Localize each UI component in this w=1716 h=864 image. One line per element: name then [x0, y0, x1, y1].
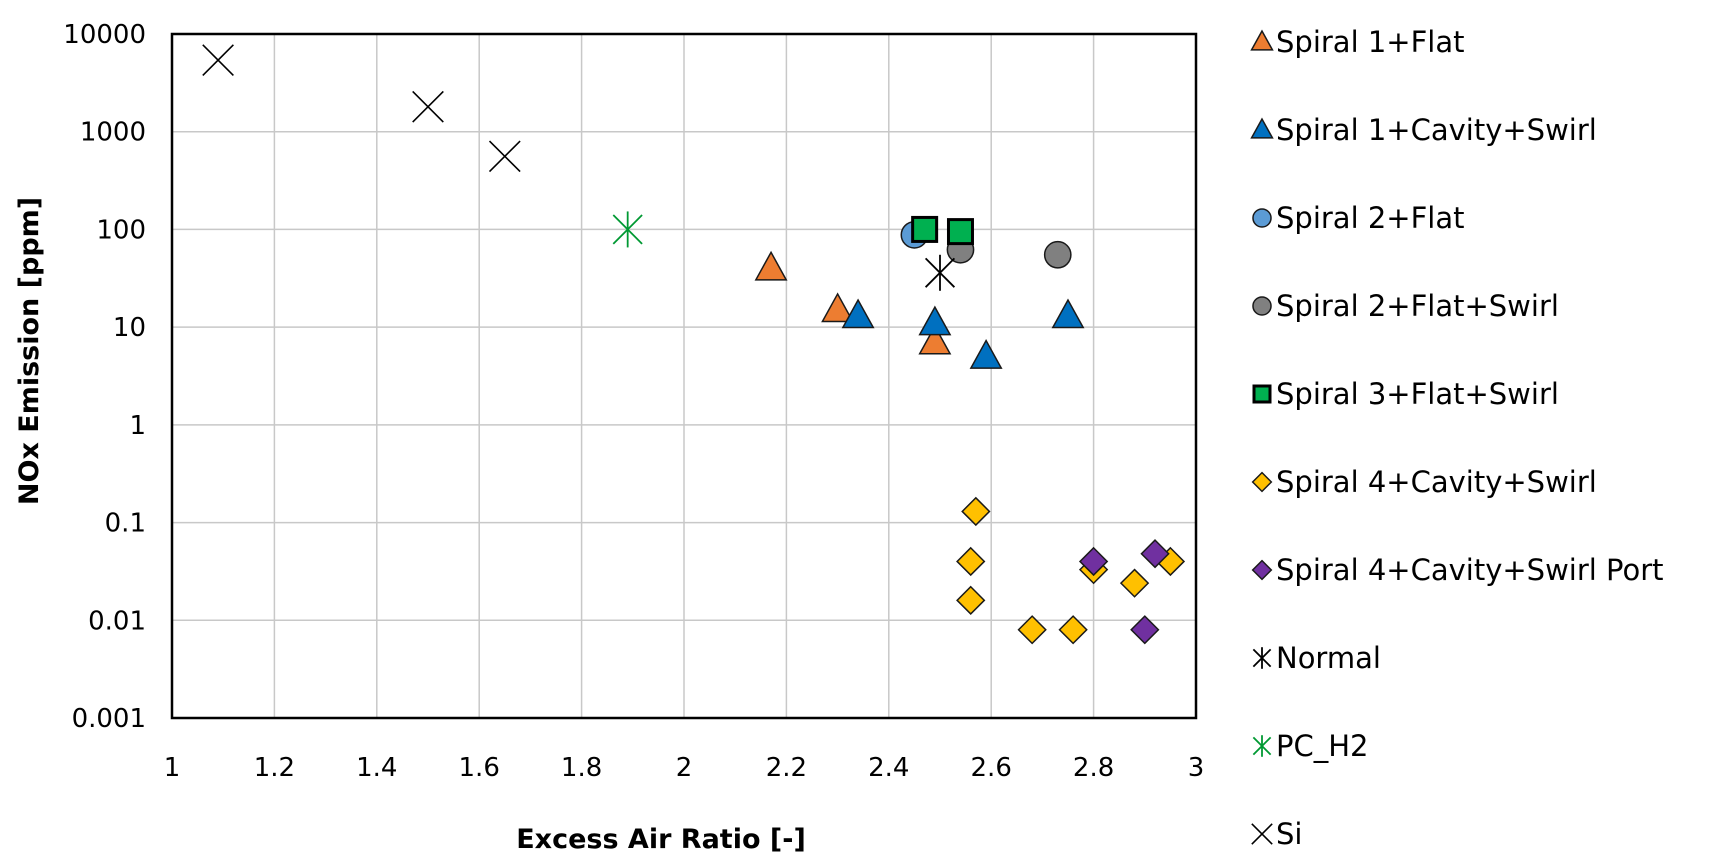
- x-tick-label: 1: [164, 753, 181, 783]
- legend-label: Spiral 1+Flat: [1276, 25, 1464, 59]
- legend-marker: [1252, 384, 1272, 404]
- data-point: [956, 546, 986, 577]
- legend-marker: [1250, 29, 1274, 51]
- data-point: [488, 140, 521, 173]
- data-point: [1051, 298, 1085, 329]
- legend-item: Spiral 4+Cavity+Swirl Port: [1251, 553, 1664, 587]
- x-axis-tick-labels: 1 1.2 1.4 1.6 1.8 2 2.2 2.4 2.6 2.8 3: [164, 753, 1205, 783]
- y-tick-label: 100: [96, 215, 146, 245]
- y-tick-label: 0.01: [88, 606, 146, 636]
- x-tick-label: 2.6: [971, 753, 1012, 783]
- y-tick-label: 10000: [63, 20, 146, 50]
- legend-label: Spiral 4+Cavity+Swirl: [1276, 465, 1597, 499]
- data-point: [754, 250, 788, 281]
- y-tick-label: 1: [129, 411, 146, 441]
- x-tick-label: 1.2: [254, 753, 295, 783]
- x-tick-label: 2.2: [766, 753, 807, 783]
- data-point: [1130, 615, 1160, 645]
- legend-item: Spiral 2+Flat+Swirl: [1252, 289, 1559, 323]
- legend-marker: [1252, 735, 1272, 757]
- data-point: [1043, 240, 1072, 269]
- x-tick-label: 1.4: [356, 753, 397, 783]
- legend-item: PC_H2: [1252, 729, 1369, 763]
- legend-item: Normal: [1252, 641, 1381, 675]
- data-point: [821, 292, 855, 323]
- y-tick-label: 0.1: [105, 509, 146, 539]
- x-axis-title: Excess Air Ratio [-]: [516, 824, 806, 855]
- x-tick-label: 2: [676, 753, 693, 783]
- legend-marker: [1251, 559, 1273, 581]
- data-point: [412, 90, 444, 123]
- data-point: [1119, 568, 1150, 598]
- legend-marker: [1251, 823, 1273, 845]
- data-point: [969, 339, 1003, 369]
- data-point: [961, 496, 991, 527]
- legend-label: Si: [1276, 817, 1302, 851]
- legend: Spiral 1+Flat Spiral 1+Cavity+Swirl Spiral…: [1250, 25, 1664, 851]
- legend-marker: [1251, 471, 1273, 493]
- legend-item: Spiral 3+Flat+Swirl: [1252, 377, 1559, 411]
- x-tick-label: 2.4: [868, 753, 909, 783]
- legend-marker: [1252, 208, 1272, 228]
- legend-item: Spiral 4+Cavity+Swirl: [1251, 465, 1597, 499]
- data-point: [841, 298, 875, 329]
- grid-lines: [171, 33, 1197, 719]
- legend-item: Spiral 1+Cavity+Swirl: [1250, 113, 1597, 147]
- y-tick-label: 0.001: [72, 704, 146, 734]
- data-point: [918, 324, 952, 355]
- legend-label: Spiral 2+Flat: [1276, 201, 1464, 235]
- legend-label: PC_H2: [1276, 729, 1369, 763]
- data-point: [956, 585, 986, 616]
- legend-item: Spiral 2+Flat: [1252, 201, 1464, 235]
- legend-marker: [1252, 647, 1272, 669]
- x-tick-label: 2.8: [1073, 753, 1114, 783]
- data-point: [612, 211, 643, 248]
- legend-label: Spiral 2+Flat+Swirl: [1276, 289, 1559, 323]
- legend-label: Spiral 4+Cavity+Swirl Port: [1276, 553, 1664, 587]
- data-point: [911, 215, 939, 243]
- legend-label: Spiral 3+Flat+Swirl: [1276, 377, 1559, 411]
- y-tick-label: 10: [113, 313, 146, 343]
- data-point: [1058, 615, 1088, 645]
- x-tick-label: 3: [1188, 753, 1205, 783]
- legend-item: Si: [1251, 817, 1302, 851]
- legend-item: Spiral 1+Flat: [1250, 25, 1464, 59]
- legend-label: Normal: [1276, 641, 1381, 675]
- legend-marker: [1252, 296, 1272, 316]
- plot-area-frame: [170, 32, 1198, 720]
- y-tick-label: 1000: [80, 118, 146, 148]
- data-point: [946, 218, 974, 246]
- data-point: [1078, 546, 1109, 577]
- y-axis-tick-labels: 0.001 0.01 0.1 1 10 100 1000 10000: [63, 20, 146, 734]
- x-tick-label: 1.8: [561, 753, 602, 783]
- data-point: [1017, 615, 1047, 645]
- x-tick-label: 1.6: [459, 753, 500, 783]
- legend-label: Spiral 1+Cavity+Swirl: [1276, 113, 1597, 147]
- plot-border: [170, 32, 1198, 720]
- legend-marker: [1250, 117, 1274, 139]
- data-points: [202, 44, 1186, 645]
- data-point: [1140, 539, 1170, 569]
- data-point: [202, 44, 234, 77]
- data-point: [924, 254, 956, 291]
- data-point: [918, 305, 952, 336]
- y-axis-title: NOx Emission [ppm]: [14, 197, 45, 505]
